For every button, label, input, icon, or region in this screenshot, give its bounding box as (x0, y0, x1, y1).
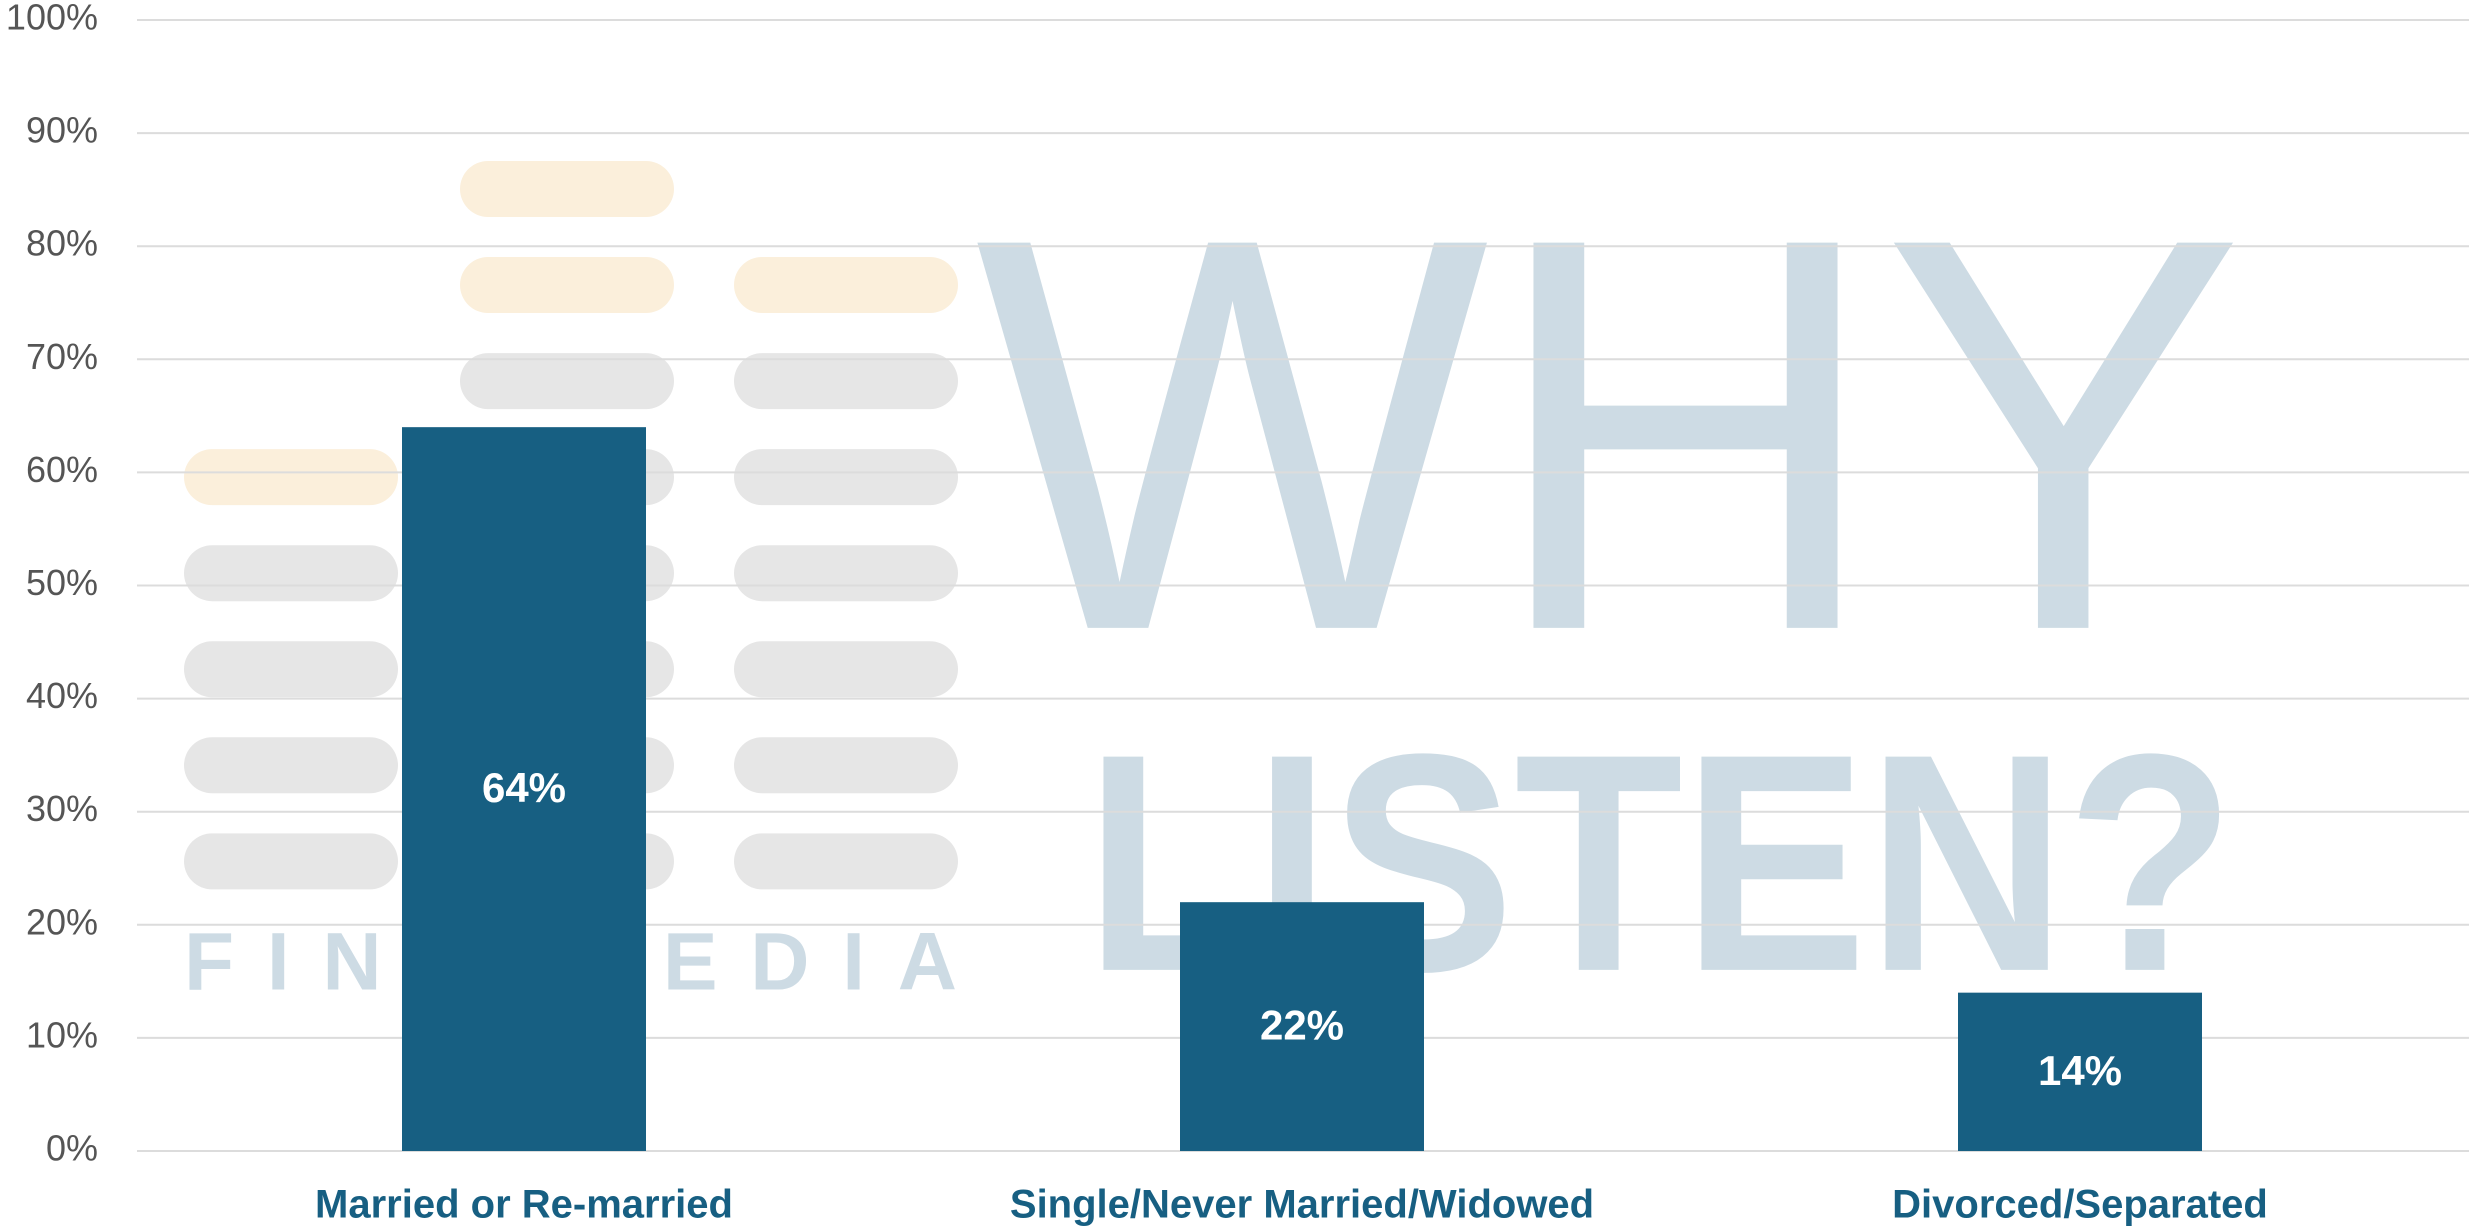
watermark-pill (734, 449, 958, 506)
x-tick-label: Married or Re-married (315, 1183, 733, 1227)
y-tick-label: 20% (26, 901, 98, 942)
y-tick-label: 90% (26, 110, 98, 151)
bar (1958, 992, 2202, 1151)
value-label: 64% (482, 764, 566, 811)
value-label: 14% (2038, 1047, 2122, 1094)
y-tick-label: 40% (26, 675, 98, 716)
watermark-pill (734, 737, 958, 794)
x-tick-label: Divorced/Separated (1892, 1183, 2268, 1227)
watermark-pill (460, 257, 674, 314)
watermark-why: WHY (975, 121, 2245, 747)
watermark-pill (734, 545, 958, 602)
y-tick-label: 10% (26, 1014, 98, 1055)
y-tick-label: 70% (26, 336, 98, 377)
watermark-pill (184, 833, 398, 890)
y-tick-label: 60% (26, 449, 98, 490)
x-tick-label: Single/Never Married/Widowed (1010, 1183, 1594, 1227)
watermark-pill (734, 257, 958, 314)
y-tick-label: 100% (6, 0, 98, 38)
watermark-pill (734, 833, 958, 890)
watermark-pill (734, 353, 958, 410)
y-tick-label: 0% (46, 1128, 98, 1169)
y-tick-label: 30% (26, 788, 98, 829)
value-label: 22% (1260, 1002, 1344, 1049)
bar (1180, 902, 1424, 1151)
watermark-pill (184, 737, 398, 794)
y-tick-label: 80% (26, 223, 98, 264)
y-tick-label: 50% (26, 562, 98, 603)
watermark-pill (184, 641, 398, 698)
watermark-pill (460, 353, 674, 410)
watermark-pill (184, 449, 398, 506)
bar (402, 427, 646, 1151)
watermark-pill (734, 641, 958, 698)
watermark-pill (184, 545, 398, 602)
watermark-pill (460, 160, 674, 217)
